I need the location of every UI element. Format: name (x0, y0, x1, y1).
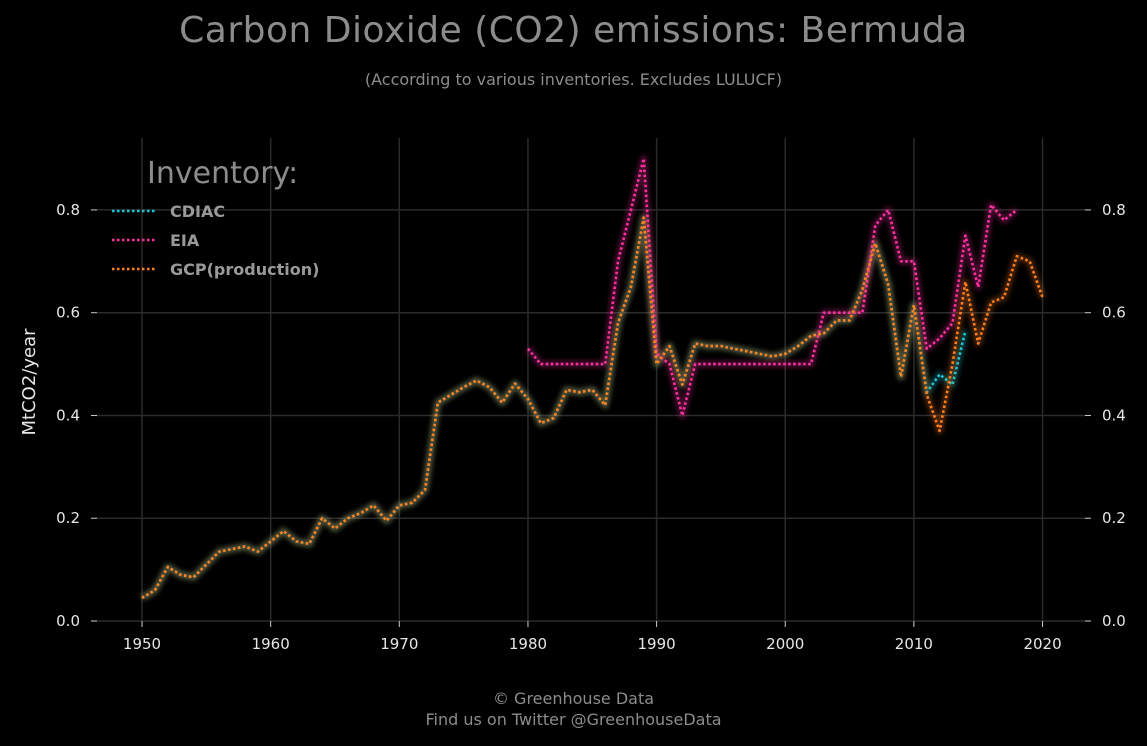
footer: © Greenhouse Data Find us on Twitter @Gr… (0, 688, 1147, 730)
legend-label-cdiac: CDIAC (170, 202, 225, 221)
y-axis-label: MtCO2/year (19, 328, 40, 436)
y-tick-label-right: 0.8 (1102, 201, 1126, 219)
y-tick-label-right: 0.4 (1102, 406, 1126, 424)
chart-title: Carbon Dioxide (CO2) emissions: Bermuda (179, 10, 968, 51)
legend-title: Inventory: (147, 156, 298, 191)
x-tick-label: 1960 (252, 635, 290, 653)
legend-label-gcp-production: GCP(production) (170, 260, 319, 279)
x-tick-label: 1990 (638, 635, 676, 653)
x-tick-label: 1970 (380, 635, 418, 653)
x-tick-label: 2000 (766, 635, 804, 653)
axes: 1950 1960 1970 1980 1990 2000 2010 2020 0.0 0.0 0.… (56, 201, 1126, 653)
series-glow-eia (525, 155, 1019, 419)
y-tick-label: 0.4 (56, 406, 80, 424)
y-tick-label-right: 0.2 (1102, 509, 1126, 527)
x-tick-label: 1980 (509, 635, 547, 653)
y-tick-label: 0.8 (56, 201, 80, 219)
x-tick-label: 2020 (1023, 635, 1061, 653)
y-tick-label-right: 0.0 (1102, 612, 1126, 630)
series-line-gcp-production (141, 216, 1044, 600)
series-group (140, 155, 1046, 601)
y-tick-label: 0.2 (56, 509, 80, 527)
chart-subtitle: (According to various inventories. Exclu… (364, 70, 783, 89)
x-tick-label: 2010 (895, 635, 933, 653)
x-tick-label: 1950 (123, 635, 161, 653)
footer-twitter: Find us on Twitter @GreenhouseData (425, 710, 722, 729)
footer-copyright: © Greenhouse Data (492, 689, 655, 708)
legend-label-eia: EIA (170, 231, 200, 250)
legend: Inventory: CDIAC EIA GCP(production) (112, 156, 319, 279)
y-tick-label: 0.6 (56, 304, 80, 322)
y-tick-label-right: 0.6 (1102, 304, 1126, 322)
y-tick-label: 0.0 (56, 612, 80, 630)
